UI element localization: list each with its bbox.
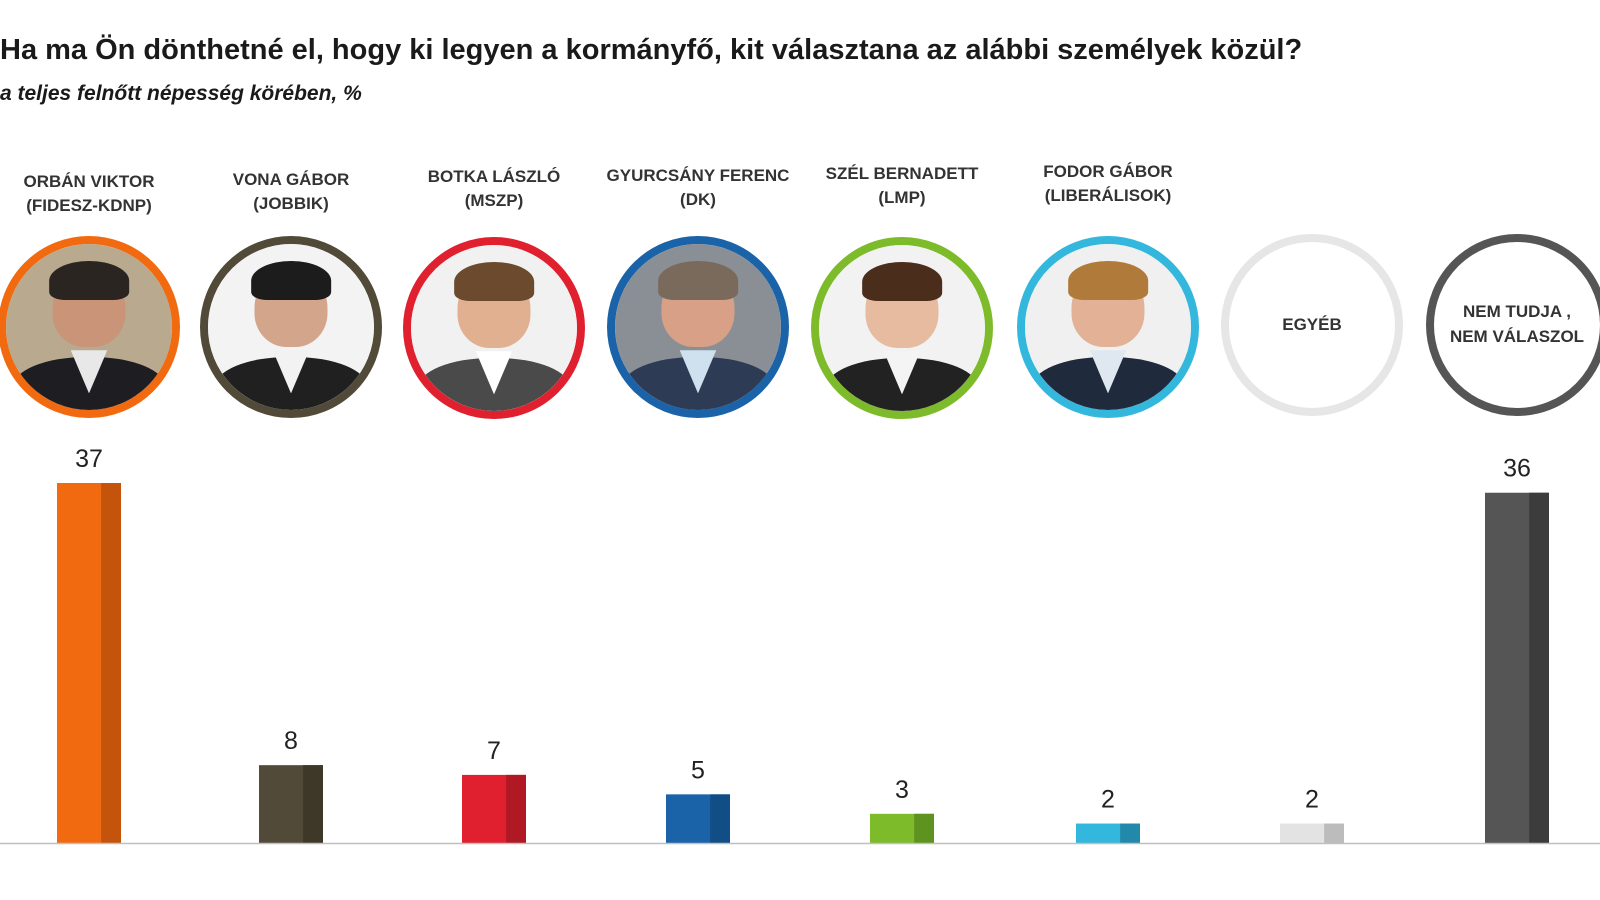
bar-value-label: 37 — [75, 445, 103, 473]
dont-know-option-circle: NEM TUDJA , NEM VÁLASZOL — [1426, 234, 1600, 416]
option-label: NEM TUDJA , — [1462, 302, 1571, 322]
bar-shade-2 — [506, 774, 526, 843]
candidate-party: (LMP) — [878, 188, 926, 208]
candidate-name: SZÉL BERNADETT — [825, 164, 979, 183]
chart-title: Ha ma Ön dönthetné el, hogy ki legyen a … — [0, 34, 1303, 66]
candidate-party: (MSZP) — [464, 191, 524, 211]
bar-value-label: 7 — [487, 737, 501, 765]
candidate-party: (LIBERÁLISOK) — [1044, 186, 1172, 206]
candidate-name: GYURCSÁNY FERENC — [606, 166, 790, 185]
bar-shade-4 — [914, 813, 934, 843]
option-label: EGYÉB — [1282, 314, 1342, 334]
option-label-line2: NEM VÁLASZOL — [1449, 327, 1585, 346]
candidate-portrait — [403, 237, 585, 419]
bar-shade-1 — [303, 765, 323, 843]
candidate-name-label: BOTKA LÁSZLÓ (MSZP) — [394, 165, 594, 213]
candidate-name-label: SZÉL BERNADETT (LMP) — [802, 162, 1002, 210]
bar-shade-0 — [101, 483, 121, 843]
other-option-circle: EGYÉB — [1221, 234, 1403, 416]
bar-value-label: 5 — [691, 756, 705, 784]
candidate-party: (DK) — [680, 190, 716, 210]
candidate-portrait — [811, 237, 993, 419]
bar-shade-3 — [710, 794, 730, 843]
candidate-portrait — [607, 236, 789, 418]
candidate-name: FODOR GÁBOR — [1043, 162, 1173, 181]
candidate-party: (JOBBIK) — [253, 194, 329, 214]
bar-shade-7 — [1529, 492, 1549, 843]
bar-value-label: 2 — [1305, 786, 1319, 814]
candidate-portrait — [0, 236, 180, 418]
candidate-name: BOTKA LÁSZLÓ — [427, 167, 561, 186]
candidate-name-label: GYURCSÁNY FERENC (DK) — [598, 164, 798, 212]
candidate-name: ORBÁN VIKTOR — [23, 172, 155, 191]
bar-value-label: 36 — [1503, 455, 1531, 483]
bar-value-label: 8 — [284, 727, 298, 755]
candidate-name-label: VONA GÁBOR (JOBBIK) — [191, 168, 391, 216]
candidate-name: VONA GÁBOR — [232, 170, 350, 189]
candidate-portrait — [1017, 236, 1199, 418]
bar-shade-6 — [1324, 823, 1344, 843]
bar-value-label: 2 — [1101, 786, 1115, 814]
candidate-portrait — [200, 236, 382, 418]
bar-value-label: 3 — [895, 776, 909, 804]
candidate-name-label: FODOR GÁBOR (LIBERÁLISOK) — [1008, 160, 1208, 208]
bar-shade-5 — [1120, 823, 1140, 843]
candidate-name-label: ORBÁN VIKTOR (FIDESZ-KDNP) — [0, 170, 189, 218]
candidate-party: (FIDESZ-KDNP) — [26, 196, 152, 216]
chart-subtitle: a teljes felnőtt népesség körében, % — [0, 82, 362, 105]
